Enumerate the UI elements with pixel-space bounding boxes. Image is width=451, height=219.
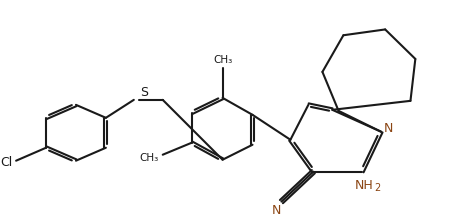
Text: CH₃: CH₃ (212, 55, 232, 65)
Text: CH₃: CH₃ (139, 153, 158, 163)
Text: N: N (271, 204, 281, 217)
Text: Cl: Cl (0, 156, 12, 169)
Text: NH: NH (354, 179, 373, 192)
Text: N: N (382, 122, 392, 135)
Text: 2: 2 (373, 183, 379, 193)
Text: S: S (139, 86, 147, 99)
